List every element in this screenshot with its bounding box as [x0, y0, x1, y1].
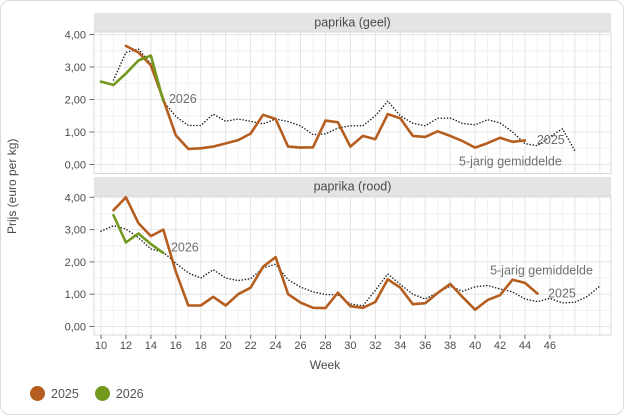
- series-label-5-jarig-gemiddelde: 5-jarig gemiddelde: [490, 263, 593, 277]
- facet-strip: [94, 177, 611, 196]
- series-label-2026: 2026: [169, 92, 197, 106]
- series-label-5-jarig-gemiddelde: 5-jarig gemiddelde: [459, 155, 562, 169]
- series-5-jarig-gemiddelde: [100, 224, 601, 307]
- x-tick-label: 14: [145, 340, 157, 352]
- y-tick-label: 0,00: [65, 160, 86, 172]
- x-tick-label: 26: [294, 340, 306, 352]
- y-axis-title: Prijs (euro per kg): [5, 138, 19, 234]
- legend-dot-2025: [30, 386, 45, 401]
- x-tick-label: 30: [344, 340, 356, 352]
- facet-paprika-rood: paprika (rood) 2026 5-jarig gemiddelde 2025…: [65, 177, 612, 336]
- legend-label: 2025: [51, 386, 79, 401]
- series-2026: [112, 213, 165, 255]
- panel-border: [93, 31, 612, 174]
- x-tick-label: 18: [195, 340, 207, 352]
- y-tick-label: 0,00: [65, 322, 86, 334]
- facet-strip-label: paprika (rood): [314, 180, 392, 194]
- x-tick-label: 46: [544, 340, 556, 352]
- gridlines: [94, 196, 611, 335]
- legend-label: 2026: [115, 386, 144, 401]
- x-axis: 10 12 14 16 18 20 22 24 26 28 30 32 34 36 38 40 42 44 46: [95, 335, 556, 352]
- series-5-jarig-gemiddelde: [112, 48, 576, 152]
- facet-strip: [94, 13, 611, 32]
- y-tick-label: 2,00: [65, 95, 86, 107]
- gridlines: [94, 32, 611, 174]
- x-tick-label: 12: [120, 340, 132, 352]
- legend: 2025 2026: [30, 386, 144, 401]
- x-tick-label: 34: [394, 340, 406, 352]
- y-tick-label: 4,00: [65, 192, 86, 204]
- x-tick-label: 44: [519, 340, 531, 352]
- x-tick-label: 16: [170, 340, 182, 352]
- x-tick-label: 38: [444, 340, 456, 352]
- series-label-2025: 2025: [548, 286, 576, 300]
- panel-border: [93, 195, 612, 336]
- y-tick-label: 1,00: [65, 127, 86, 139]
- series-2025: [124, 44, 527, 151]
- x-tick-label: 32: [369, 340, 381, 352]
- series-2026: [99, 54, 165, 103]
- x-tick-label: 22: [245, 340, 257, 352]
- x-tick-label: 20: [220, 340, 232, 352]
- series-label-2025: 2025: [537, 133, 565, 147]
- facet-strip-label: paprika (geel): [314, 16, 390, 30]
- legend-item-2025: 2025: [30, 386, 79, 401]
- x-tick-label: 28: [319, 340, 331, 352]
- legend-dot-2026: [94, 386, 110, 401]
- y-tick-label: 4,00: [65, 30, 86, 42]
- y-tick-label: 2,00: [65, 257, 86, 269]
- y-tick-label: 1,00: [65, 289, 86, 301]
- facet-paprika-geel: paprika (geel) 2026 2025 5-jarig gemiddelde…: [65, 13, 612, 174]
- series-2025: [112, 196, 539, 311]
- x-tick-label: 42: [494, 340, 506, 352]
- x-tick-label: 36: [419, 340, 431, 352]
- x-axis-title: Week: [309, 358, 341, 372]
- y-tick-label: 3,00: [65, 62, 86, 74]
- x-tick-label: 24: [269, 340, 281, 352]
- x-tick-label: 10: [95, 340, 107, 352]
- legend-item-2026: 2026: [94, 386, 144, 401]
- y-tick-label: 3,00: [65, 225, 86, 237]
- x-tick-label: 40: [469, 340, 481, 352]
- series-label-2026: 2026: [171, 240, 199, 254]
